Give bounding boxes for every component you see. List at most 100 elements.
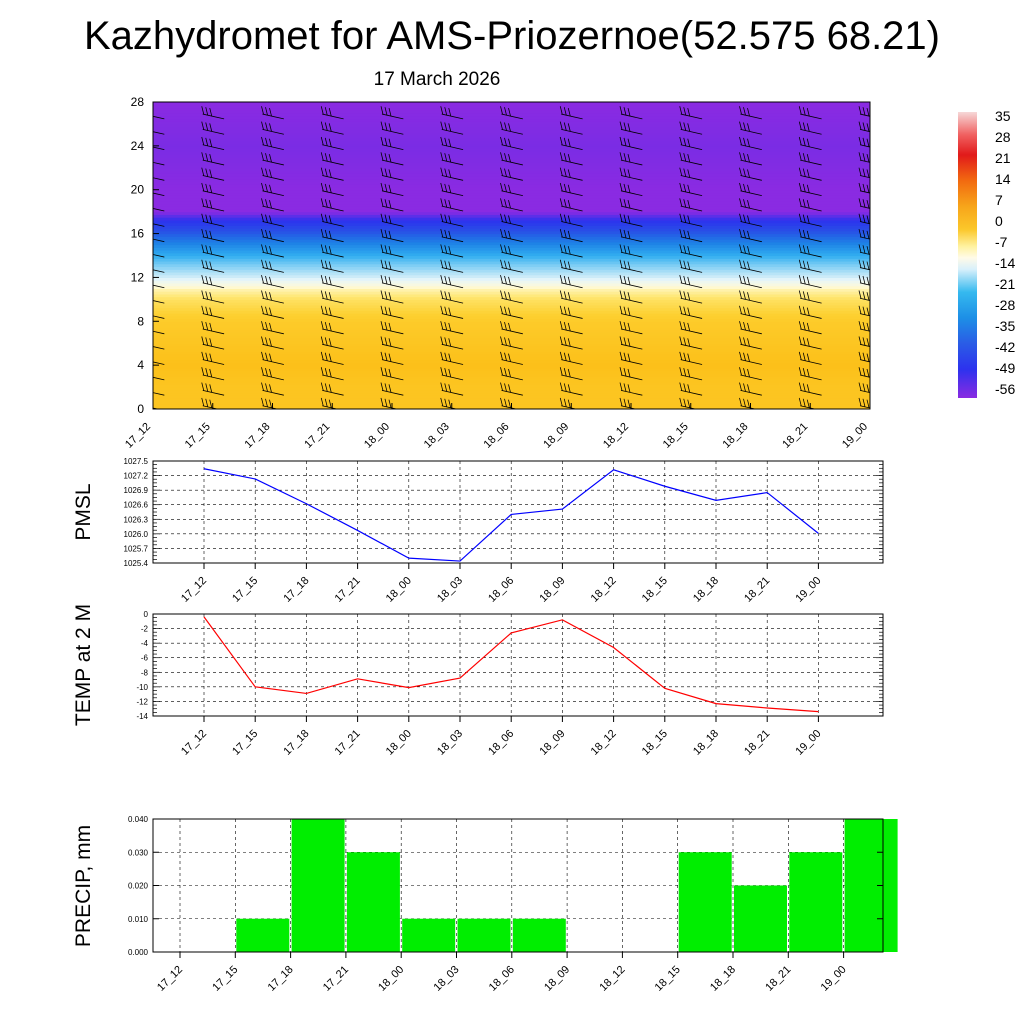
barb-shaft (740, 389, 762, 396)
barb-flag (627, 338, 631, 347)
colorbar-label: 14 (995, 171, 1011, 187)
temperature-band (153, 334, 870, 339)
wind-barb (619, 336, 643, 350)
barb-flag (743, 245, 746, 254)
x-tick-label: 17_21 (321, 964, 351, 994)
barb-shaft (680, 359, 703, 365)
barb-flag (559, 152, 563, 161)
wind-barb (559, 167, 583, 181)
wind-barb (146, 322, 165, 335)
barb-flag (567, 123, 571, 132)
barb-flag (563, 153, 567, 162)
barb-flag (201, 213, 205, 222)
barb-flag (269, 230, 272, 239)
barb-flag (384, 337, 388, 346)
wind-barb (798, 228, 822, 243)
barb-shaft (153, 392, 165, 396)
barb-shaft (202, 221, 225, 227)
barb-flag (862, 153, 866, 162)
wind-barb (440, 336, 464, 350)
barb-flag (261, 397, 264, 407)
barb-flag (508, 276, 511, 285)
barb-flag (146, 322, 148, 330)
barb-flag (743, 137, 746, 146)
wind-barb (440, 290, 464, 304)
colorbar-label: 28 (995, 129, 1011, 145)
barb-flag (146, 276, 148, 284)
barb-shaft (561, 374, 583, 381)
barb-flag (739, 259, 742, 268)
wind-barb (798, 305, 822, 319)
barb-flag (504, 168, 507, 177)
temperature-band (153, 392, 870, 396)
barb-flag (619, 305, 623, 314)
barb-flag (209, 322, 213, 332)
barb-shaft (441, 328, 464, 335)
barb-flag (504, 275, 507, 285)
temperature-band (153, 348, 870, 353)
colorbar-label: 21 (995, 150, 1011, 166)
barb-flag (324, 383, 328, 392)
barb-flag (440, 121, 444, 130)
barb-flag (388, 123, 392, 132)
barb-flag (866, 399, 870, 408)
barb-shaft (262, 190, 284, 197)
barb-flag (508, 384, 511, 393)
barb-shaft (680, 221, 703, 227)
barb-flag (866, 322, 870, 332)
temperature-band (153, 195, 870, 199)
barb-shaft (680, 282, 703, 289)
wind-barb (261, 167, 284, 181)
barb-flag (627, 399, 631, 408)
barb-flag (806, 322, 810, 332)
wind-barb (500, 121, 523, 135)
wind-barb (201, 167, 225, 181)
barb-flag (320, 152, 324, 161)
barb-flag (269, 399, 272, 408)
barb-flag (384, 398, 388, 407)
barb-flag (261, 275, 264, 284)
wind-barb (440, 121, 464, 135)
barb-flag (563, 321, 567, 331)
wind-barb (559, 351, 583, 365)
temperature-band (153, 228, 870, 232)
barb-shaft (322, 313, 344, 319)
barb-shaft (202, 251, 225, 258)
barb-flag (798, 290, 802, 299)
barb-flag (384, 321, 388, 331)
barb-flag (743, 183, 746, 193)
barb-flag (205, 137, 209, 146)
barb-flag (205, 352, 209, 361)
barb-flag (619, 275, 623, 284)
barb-flag (448, 307, 452, 316)
temperature-band (153, 165, 870, 169)
temperature-band (153, 381, 870, 385)
barb-shaft (202, 267, 225, 273)
x-tick-label: 18_18 (708, 964, 738, 994)
barb-flag (150, 108, 152, 116)
barb-flag (862, 260, 866, 269)
temperature-band (153, 162, 870, 166)
barb-flag (388, 230, 392, 239)
barb-flag (205, 291, 209, 300)
barb-shaft (441, 205, 464, 212)
barb-flag (388, 107, 392, 117)
wind-barb (619, 152, 643, 166)
wind-barb (619, 167, 643, 181)
temperature-band (153, 192, 870, 196)
wind-barb (619, 228, 643, 243)
barb-flag (743, 107, 746, 116)
wind-barb (201, 213, 225, 227)
y-tick-label: 1027.2 (124, 472, 149, 481)
x-tick-label: 18_21 (742, 728, 772, 758)
barb-flag (683, 107, 687, 116)
barb-flag (328, 368, 332, 378)
temperature-band (153, 343, 870, 347)
wind-barb (798, 121, 822, 135)
barb-flag (627, 276, 631, 285)
barb-flag (508, 246, 511, 255)
barb-shaft (800, 129, 822, 135)
barb-flag (739, 182, 742, 192)
barb-flag (627, 368, 631, 378)
wind-barb (380, 182, 404, 197)
